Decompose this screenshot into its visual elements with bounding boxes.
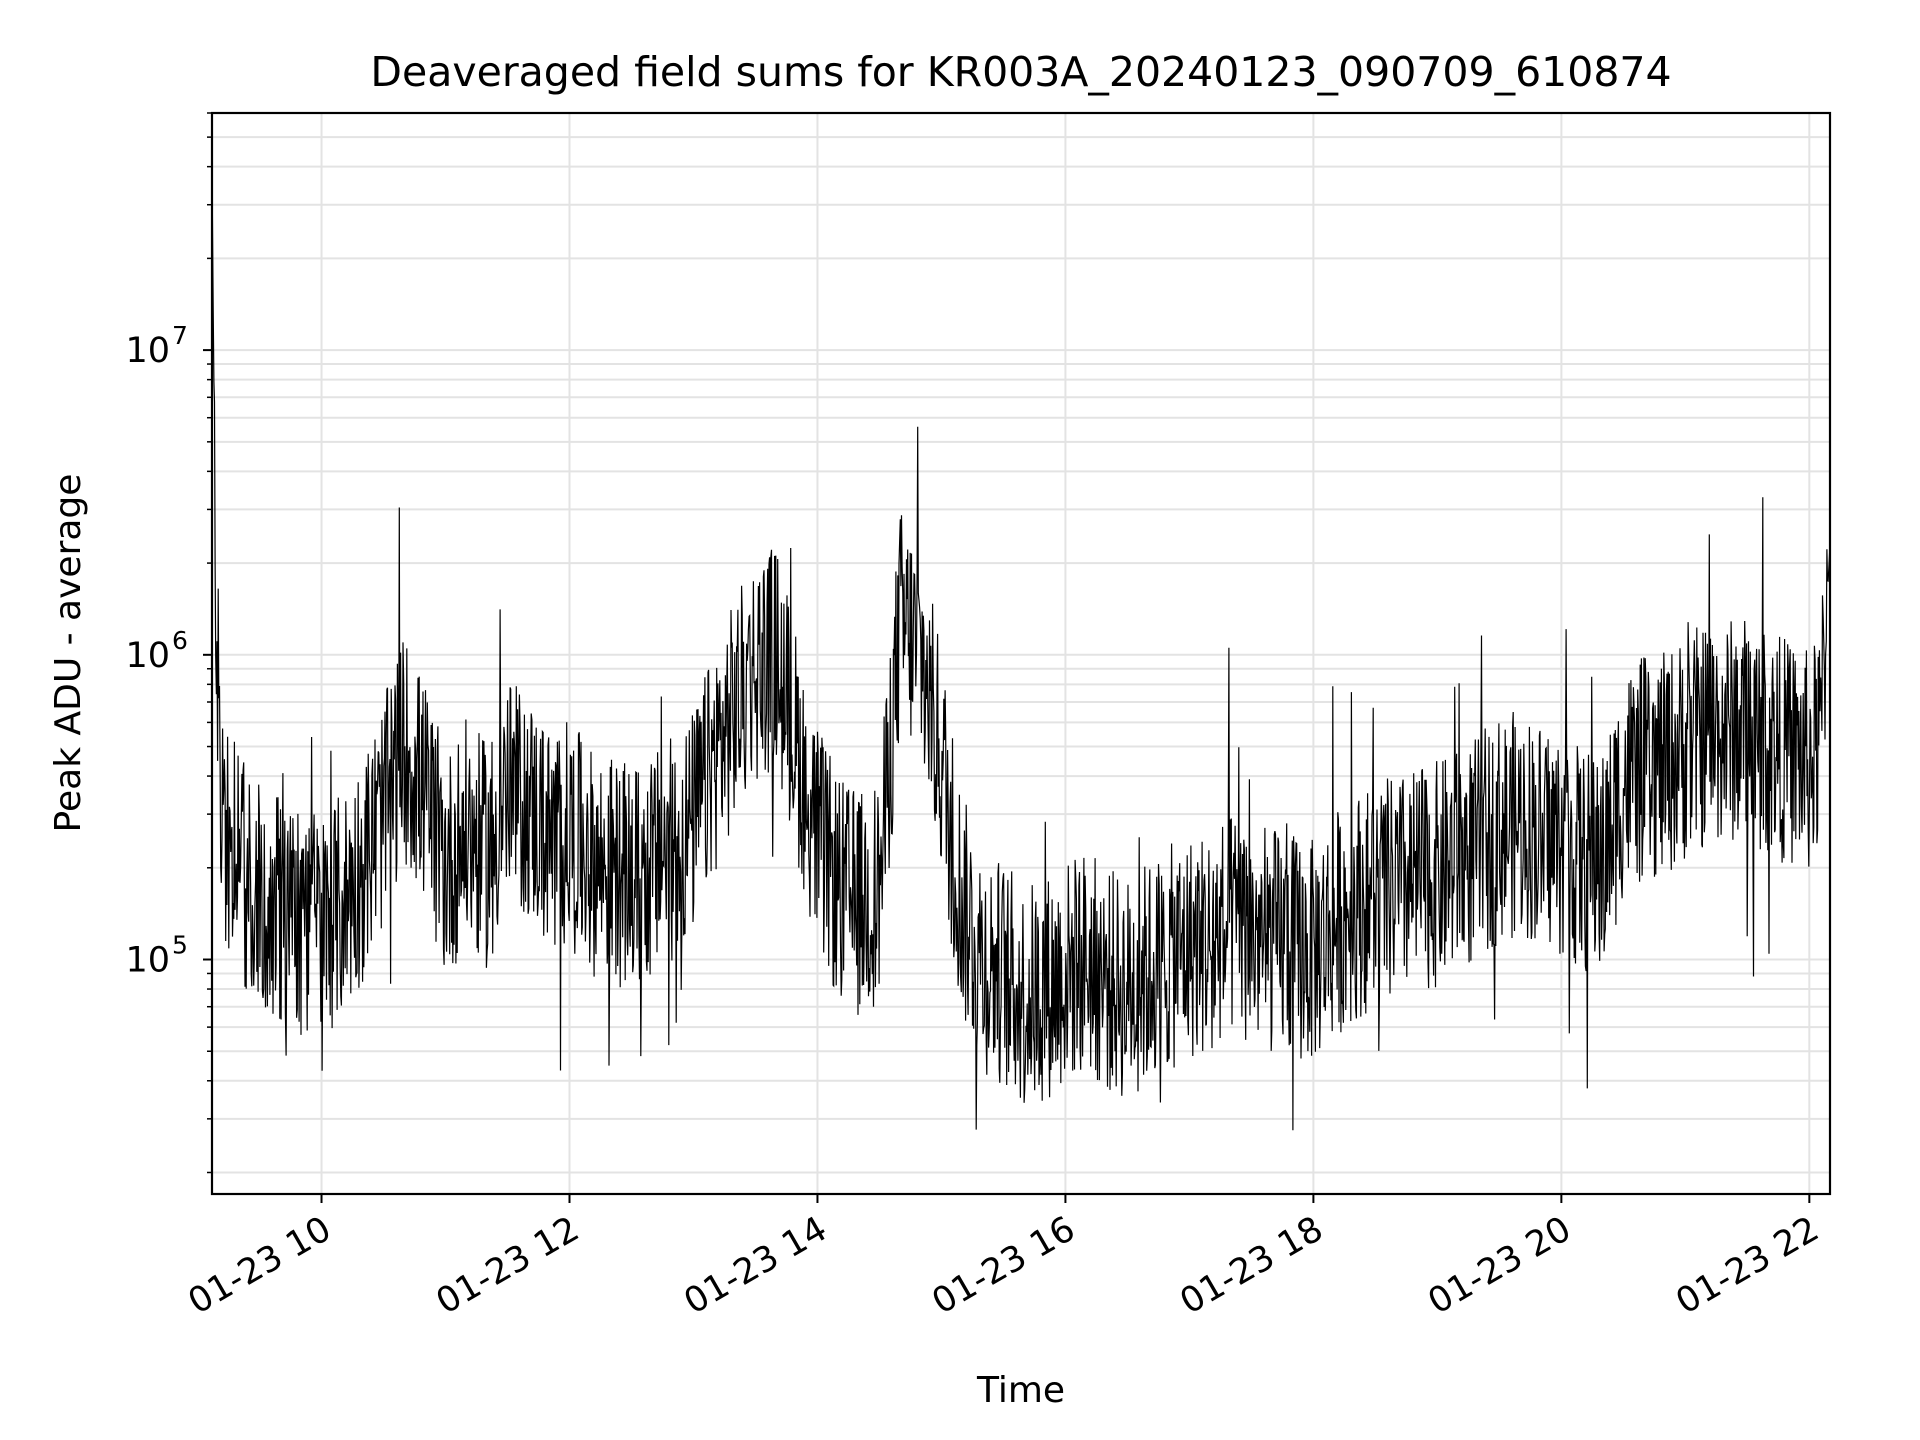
x-tick-label: 01-23 16 <box>926 1209 1082 1322</box>
x-tick-label: 01-23 20 <box>1422 1209 1578 1322</box>
x-tick-label: 01-23 14 <box>678 1209 834 1322</box>
y-tick-exponent: 6 <box>172 626 188 655</box>
y-tick-exponent: 5 <box>172 931 188 960</box>
chart-title: Deaveraged field sums for KR003A_2024012… <box>370 48 1671 96</box>
y-tick-base: 10 <box>125 941 170 981</box>
x-tick-label: 01-23 12 <box>430 1209 586 1322</box>
grid <box>212 112 1830 1194</box>
y-tick-label: 10 5 <box>125 931 187 981</box>
y-tick-base: 10 <box>125 636 170 676</box>
y-tick-label: 10 7 <box>125 321 187 371</box>
plot-frame <box>210 111 1832 1196</box>
y-tick-label: 10 6 <box>125 626 187 676</box>
x-tick-label: 01-23 10 <box>182 1209 338 1322</box>
x-tick-label: 01-23 18 <box>1174 1209 1330 1322</box>
x-tick-label: 01-23 22 <box>1670 1209 1826 1322</box>
y-tick-base: 10 <box>125 331 170 371</box>
y-axis-label: Peak ADU - average <box>48 474 89 833</box>
y-tick-exponent: 7 <box>172 321 188 350</box>
plot-area <box>212 166 1830 1131</box>
series-line <box>212 166 1830 1131</box>
x-axis-label: Time <box>976 1370 1065 1411</box>
